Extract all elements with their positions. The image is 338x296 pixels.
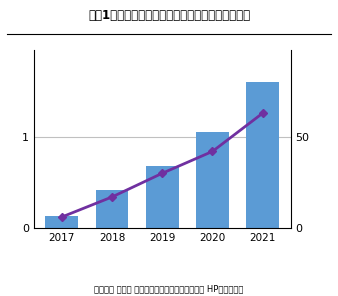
Text: （資料） 環境省 グリーンファイナンスポータル HPを基に作成: （資料） 環境省 グリーンファイナンスポータル HPを基に作成 [94,284,244,293]
Bar [196,132,229,228]
Bar [146,166,178,228]
Bar [96,190,128,228]
Text: 図表1　日本企業等によるグリーンボンド発行実績: 図表1 日本企業等によるグリーンボンド発行実績 [88,9,250,22]
Bar [246,82,279,228]
Bar [46,216,78,228]
